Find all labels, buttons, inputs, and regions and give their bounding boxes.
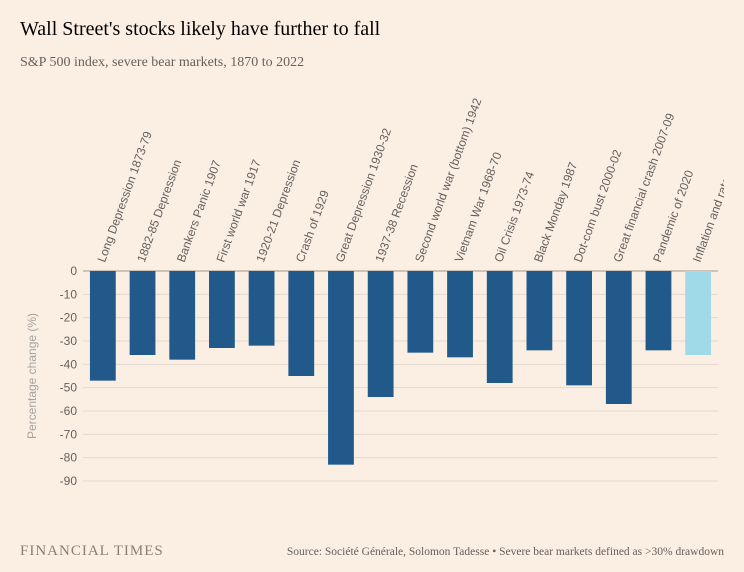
ft-logo: FINANCIAL TIMES [20,543,164,560]
source-text: Source: Société Générale, Solomon Tadess… [194,546,724,558]
category-label: 1920-21 Depression [253,158,303,264]
bar [368,271,394,397]
bar [566,271,592,385]
y-tick-label: -70 [60,427,78,441]
y-tick-label: -80 [60,451,78,465]
y-tick-label: 0 [70,264,77,278]
category-label: Bankers Panic 1907 [174,158,224,264]
chart-title: Wall Street's stocks likely have further… [20,18,724,41]
bar [90,271,116,381]
bar [288,271,314,376]
y-tick-label: -20 [60,311,78,325]
bar [487,271,513,383]
bar [447,271,473,357]
category-label: 1937-38 Recession [372,162,421,264]
category-label: 1882-85 Depression [134,158,184,264]
y-tick-label: -30 [60,334,78,348]
bar [249,271,275,346]
category-label: Oil Crisis 1973-74 [491,169,537,264]
bar [209,271,235,348]
category-label: Black Monday 1987 [531,160,580,264]
bar [130,271,156,355]
y-tick-label: -50 [60,381,78,395]
category-label: Inflation and rate hikes 2022 [690,117,724,264]
bar [606,271,632,404]
bar [527,271,553,350]
bar [646,271,672,350]
chart-container: Wall Street's stocks likely have further… [0,0,744,572]
category-label: First world war 1917 [214,157,264,264]
chart-subtitle: S&P 500 index, severe bear markets, 1870… [20,55,724,71]
bar [407,271,433,353]
chart-area: 0 -10 -20 -30 -40 -50 -60 -70 -80 -90 Percentage c… [20,81,724,501]
y-tick-label: -40 [60,357,78,371]
footer: FINANCIAL TIMES Source: Société Générale… [20,543,724,560]
bar-chart-svg: 0 -10 -20 -30 -40 -50 -60 -70 -80 -90 Percentage c… [20,81,724,501]
y-tick-label: -60 [60,404,78,418]
bar [685,271,711,355]
category-label: Crash of 1929 [293,188,332,264]
category-label: Pandemic of 2020 [650,168,696,264]
y-tick-label: -10 [60,287,78,301]
bar [169,271,195,360]
bar [328,271,354,465]
y-tick-label: -90 [60,474,78,488]
y-axis-label: Percentage change (%) [25,313,39,439]
